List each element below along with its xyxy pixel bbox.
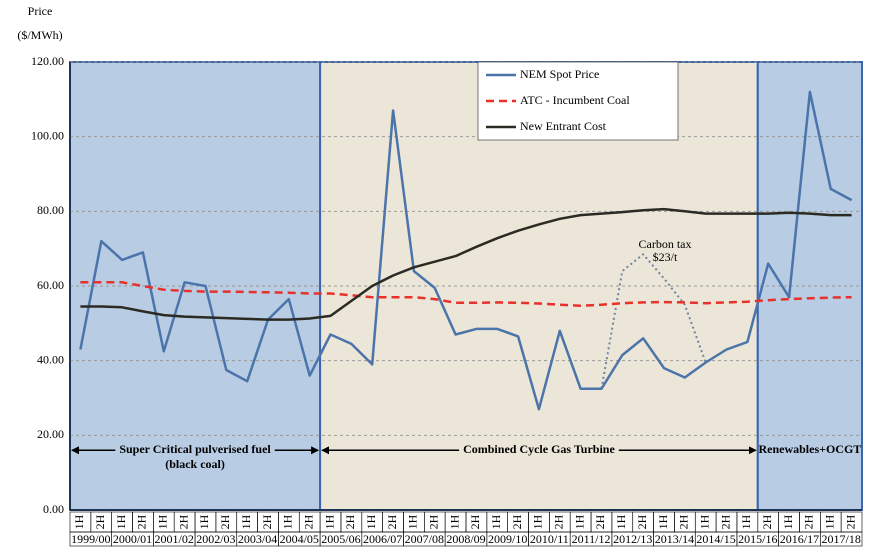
- x-year-cell: [820, 531, 863, 547]
- x-tick-label: 1H: [156, 514, 170, 529]
- x-tick-label: 2H: [218, 514, 232, 529]
- x-year-label: 2005/06: [321, 532, 360, 546]
- region-label: Renewables+OCGT: [758, 442, 861, 456]
- x-tick-label: 1H: [531, 514, 545, 529]
- y-tick-label: 20.00: [37, 427, 64, 441]
- y-axis-label: ($/MWh): [17, 28, 62, 42]
- x-tick-label: 1H: [281, 514, 295, 529]
- x-year-label: 2016/17: [780, 532, 819, 546]
- x-year-label: 2002/03: [196, 532, 235, 546]
- region-label: Super Critical pulverised fuel: [119, 442, 271, 456]
- x-tick-label: 1H: [114, 514, 128, 529]
- x-tick-label: 2H: [135, 514, 149, 529]
- x-tick-label: 1H: [72, 514, 86, 529]
- x-tick-label: 2H: [260, 514, 274, 529]
- x-tick-label: 1H: [406, 514, 420, 529]
- x-tick-label: 2H: [635, 514, 649, 529]
- x-tick-label: 2H: [802, 514, 816, 529]
- x-tick-label: 2H: [552, 514, 566, 529]
- x-year-label: 2011/12: [572, 532, 611, 546]
- x-year-label: 2000/01: [113, 532, 152, 546]
- x-year-label: 1999/00: [71, 532, 110, 546]
- x-tick-label: 2H: [301, 514, 315, 529]
- x-year-label: 2010/11: [530, 532, 569, 546]
- x-tick-label: 2H: [176, 514, 190, 529]
- x-tick-label: 1H: [697, 514, 711, 529]
- x-tick-label: 1H: [239, 514, 253, 529]
- x-tick-label: 2H: [468, 514, 482, 529]
- legend-label: NEM Spot Price: [520, 67, 599, 81]
- carbon-tax-line: [600, 253, 707, 389]
- x-year-label: 2006/07: [363, 532, 402, 546]
- x-tick-label: 2H: [385, 514, 399, 529]
- y-tick-label: 120.00: [31, 54, 64, 68]
- x-tick-label: 2H: [426, 514, 440, 529]
- annotation: $23/t: [653, 250, 678, 264]
- x-year-label: 2012/13: [613, 532, 652, 546]
- series-line: [80, 207, 852, 321]
- region-label: Combined Cycle Gas Turbine: [463, 442, 615, 456]
- x-tick-label: 1H: [781, 514, 795, 529]
- x-tick-label: 1H: [572, 514, 586, 529]
- x-year-label: 2017/18: [821, 532, 860, 546]
- x-tick-label: 1H: [489, 514, 503, 529]
- x-year-label: 2014/15: [696, 532, 735, 546]
- region: [69, 61, 322, 511]
- series-line: [80, 281, 852, 308]
- y-tick-label: 40.00: [37, 352, 64, 366]
- x-tick-label: 1H: [656, 514, 670, 529]
- x-year-label: 2015/16: [738, 532, 777, 546]
- x-tick-label: 2H: [593, 514, 607, 529]
- y-tick-label: 0.00: [43, 502, 64, 516]
- y-axis-label: Price: [28, 4, 53, 18]
- x-tick-label: 2H: [718, 514, 732, 529]
- region-label: (black coal): [165, 457, 225, 471]
- x-tick-label: 1H: [197, 514, 211, 529]
- x-tick-label: 1H: [739, 514, 753, 529]
- legend-label: New Entrant Cost: [520, 119, 607, 133]
- y-tick-label: 80.00: [37, 203, 64, 217]
- annotation: Carbon tax: [639, 237, 692, 251]
- x-tick-label: 2H: [93, 514, 107, 529]
- y-tick-label: 60.00: [37, 278, 64, 292]
- x-tick-label: 1H: [822, 514, 836, 529]
- x-tick-label: 2H: [677, 514, 691, 529]
- x-tick-label: 2H: [343, 514, 357, 529]
- x-tick-label: 1H: [447, 514, 461, 529]
- x-tick-label: 1H: [364, 514, 378, 529]
- y-tick-label: 100.00: [31, 128, 64, 142]
- x-year-label: 2003/04: [238, 532, 277, 546]
- x-year-label: 2007/08: [405, 532, 444, 546]
- x-tick-label: 2H: [843, 514, 857, 529]
- x-year-label: 2001/02: [155, 532, 194, 546]
- x-year-label: 2008/09: [446, 532, 485, 546]
- x-year-label: 2009/10: [488, 532, 527, 546]
- x-tick-label: 1H: [322, 514, 336, 529]
- legend-label: ATC - Incumbent Coal: [520, 93, 630, 107]
- x-tick-label: 1H: [614, 514, 628, 529]
- series-line: [79, 90, 853, 411]
- x-year-label: 2013/14: [655, 532, 694, 546]
- x-tick-label: 2H: [760, 514, 774, 529]
- x-year-label: 2004/05: [280, 532, 319, 546]
- x-tick-label: 2H: [510, 514, 524, 529]
